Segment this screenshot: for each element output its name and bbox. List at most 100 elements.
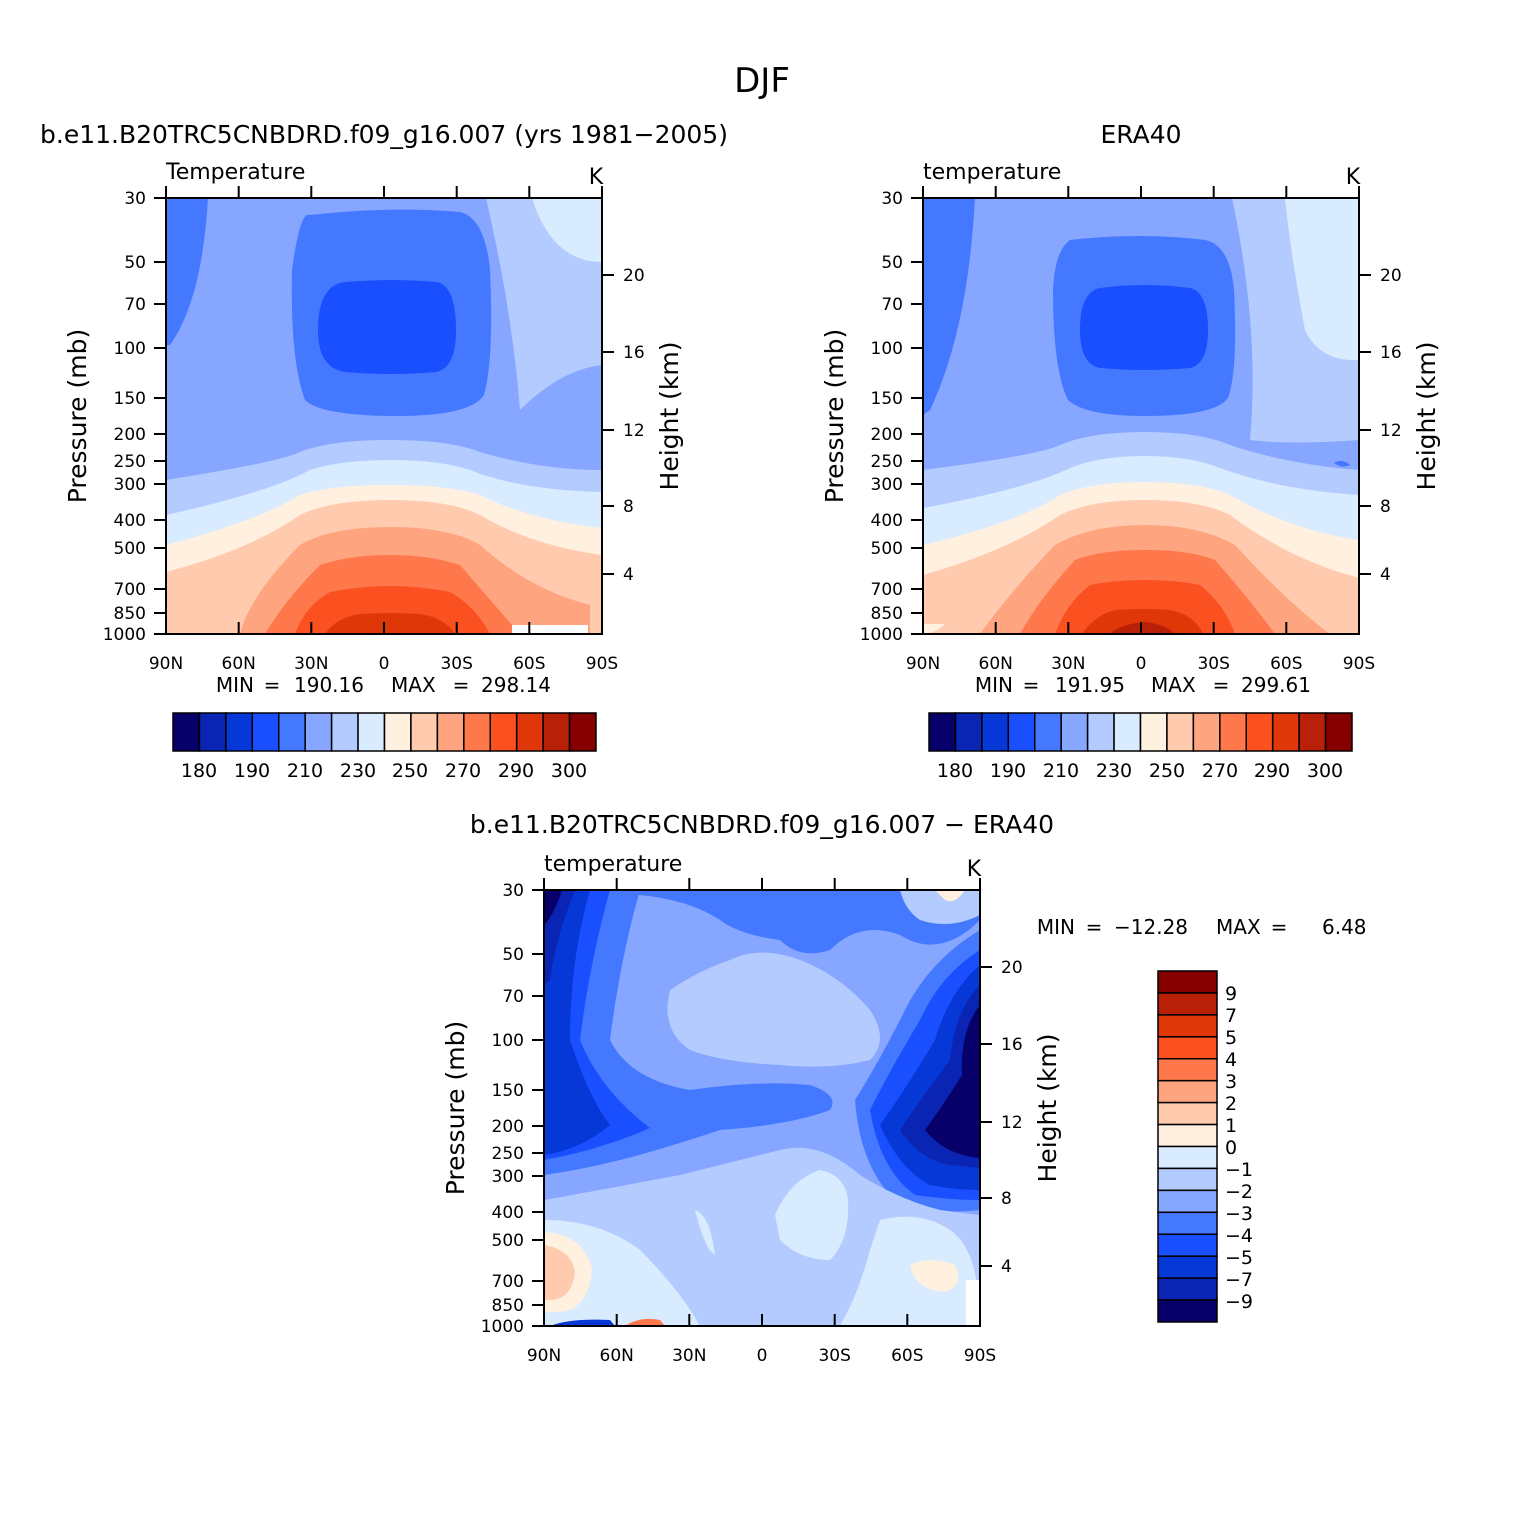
obs-y-tick-label: 500 [871, 539, 903, 559]
diff-y-tick-label: 200 [492, 1117, 524, 1137]
diff-colorbar-label: 7 [1225, 1005, 1237, 1027]
model-x-ticks [165, 186, 603, 634]
obs-max-label: MAX [1151, 673, 1196, 697]
colorbar-swatch [1086, 712, 1115, 752]
colorbar-swatch [278, 712, 306, 752]
colorbar-swatch [1157, 1145, 1218, 1170]
obs-max-value: 299.61 [1241, 673, 1311, 697]
obs-x-axis: 90N 60N 30N 0 30S 60S 90S [906, 186, 1375, 674]
diff-x-axis: 90N 60N 30N 0 30S 60S 90S [527, 878, 996, 1366]
diff-x-ticks [543, 878, 981, 1326]
model-band-200-high-lat [166, 198, 208, 345]
colorbar-swatch [1157, 1058, 1218, 1082]
obs-y-tick-label: 30 [881, 189, 903, 209]
diff-colorbar-label: −5 [1225, 1247, 1253, 1269]
diff-y-tick-label: 300 [492, 1167, 524, 1187]
obs-y-axis-label: Pressure (mb) [820, 329, 849, 503]
diff-y-axis: 30 50 70 100 150 200 250 300 400 500 700… [441, 881, 544, 1337]
diff-colorbar-label: 5 [1225, 1027, 1237, 1049]
colorbar-swatch [383, 712, 412, 752]
model-panel: b.e11.B20TRC5CNBDRD.f09_g16.007 (yrs 198… [40, 120, 728, 782]
colorbar-swatch [436, 712, 465, 752]
colorbar-swatch [1219, 712, 1247, 752]
diff-height-tick-label: 12 [1001, 1113, 1023, 1133]
model-y-tick-label: 250 [114, 452, 146, 472]
obs-min-equals: = [1023, 673, 1040, 697]
colorbar-swatch [172, 712, 201, 752]
model-max-label: MAX [391, 673, 436, 697]
model-y-tick-label: 100 [114, 339, 146, 359]
obs-y-tick-label: 400 [871, 511, 903, 531]
model-colorbar-label: 250 [392, 760, 428, 782]
model-contour-field [165, 197, 603, 635]
model-variable-label: Temperature [165, 160, 305, 185]
colorbar-swatch [1157, 1079, 1218, 1104]
diff-x-tick-label: 60S [891, 1346, 923, 1366]
colorbar-swatch [251, 712, 280, 752]
obs-height-tick-label: 8 [1380, 497, 1391, 517]
diff-band-0-center-2 [695, 1210, 715, 1255]
obs-colorbar [928, 712, 1353, 752]
model-colorbar-label: 290 [498, 760, 534, 782]
diff-y-tick-label: 700 [492, 1272, 524, 1292]
colorbar-swatch [954, 712, 983, 752]
model-y-axis-label: Pressure (mb) [63, 329, 92, 503]
colorbar-swatch [1324, 712, 1353, 752]
model-colorbar-label: 180 [181, 760, 217, 782]
colorbar-swatch [1271, 712, 1300, 752]
obs-variable-label: temperature [923, 160, 1061, 185]
diff-y-ticks [532, 889, 544, 1327]
model-x-tick-label: 30N [294, 654, 328, 674]
obs-y-tick-label: 70 [881, 295, 903, 315]
diff-y-tick-label: 1000 [481, 1317, 524, 1337]
diff-y-tick-label: 400 [492, 1203, 524, 1223]
colorbar-swatch [330, 712, 359, 752]
diff-band-pos3-surface [625, 1318, 665, 1326]
diff-band-m5-left [544, 890, 610, 1155]
obs-min-value: 191.95 [1055, 673, 1125, 697]
model-x-tick-label: 90S [586, 654, 618, 674]
obs-max-equals: = [1213, 673, 1230, 697]
model-y-axis: 30 50 70 100 150 200 250 300 400 500 700… [63, 189, 166, 645]
diff-title: b.e11.B20TRC5CNBDRD.f09_g16.007 − ERA40 [470, 810, 1054, 839]
obs-y-tick-label: 850 [871, 604, 903, 624]
model-height-tick-label: 16 [623, 343, 645, 363]
diff-colorbar-label: −7 [1225, 1269, 1253, 1291]
diff-colorbar-label: 2 [1225, 1093, 1237, 1115]
diff-colorbar-label: 1 [1225, 1115, 1237, 1137]
obs-height-tick-label: 20 [1380, 266, 1402, 286]
model-y-tick-label: 200 [114, 425, 146, 445]
obs-x-tick-label: 60N [979, 654, 1013, 674]
obs-band-290 [1082, 609, 1203, 634]
diff-colorbar-label: 9 [1225, 983, 1237, 1005]
diff-band-0-corner [935, 890, 965, 902]
colorbar-swatch [1298, 712, 1327, 752]
colorbar-swatch [489, 712, 518, 752]
model-colorbar-labels: 180 190 210 230 250 270 290 300 [181, 760, 587, 782]
model-y-tick-label: 850 [114, 604, 146, 624]
colorbar-swatch [1034, 712, 1062, 752]
diff-x-tick-label: 90S [964, 1346, 996, 1366]
obs-height-ticks [1359, 274, 1371, 575]
colorbar-swatch [1157, 992, 1218, 1016]
obs-height-axis-label: Height (km) [1412, 342, 1441, 491]
model-height-tick-label: 8 [623, 497, 634, 517]
model-height-tick-label: 4 [623, 565, 634, 585]
diff-band-0-right-patch [910, 1260, 959, 1292]
obs-x-ticks [922, 186, 1360, 634]
obs-min-label: MIN [975, 673, 1013, 697]
model-colorbar-label: 270 [445, 760, 481, 782]
colorbar-swatch [1139, 712, 1168, 752]
model-height-ticks [602, 274, 614, 575]
colorbar-swatch [304, 712, 333, 752]
colorbar-swatch [1157, 1167, 1218, 1192]
obs-colorbar-label: 180 [937, 760, 973, 782]
diff-height-tick-label: 20 [1001, 958, 1023, 978]
model-missing-data [512, 625, 588, 634]
obs-y-tick-label: 250 [871, 452, 903, 472]
model-height-axis: 20 16 12 8 4 Height (km) [602, 266, 684, 585]
model-units-label: K [589, 165, 604, 190]
diff-variable-label: temperature [544, 852, 682, 877]
model-min-value: 190.16 [294, 673, 364, 697]
colorbar-swatch [1157, 1233, 1218, 1257]
